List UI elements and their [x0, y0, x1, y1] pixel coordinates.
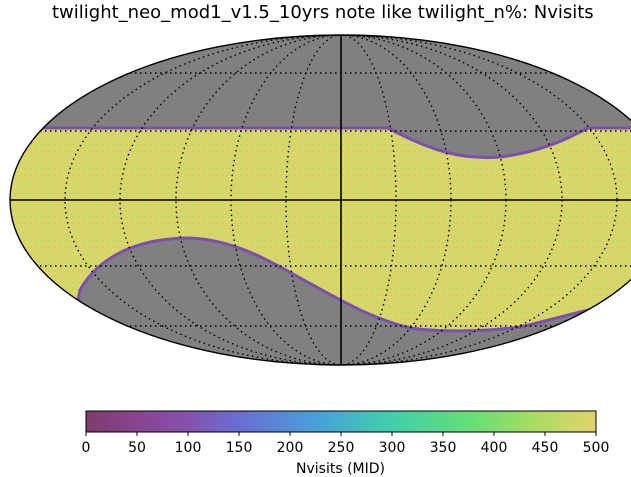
colorbar-tick-label: 150 — [226, 440, 253, 456]
observed-band — [10, 126, 631, 333]
colorbar-tick-label: 300 — [379, 440, 406, 456]
page-title: twilight_neo_mod1_v1.5_10yrs note like t… — [52, 2, 594, 23]
colorbar-tick-label: 50 — [128, 440, 146, 456]
colorbar-tick-label: 350 — [430, 440, 457, 456]
colorbar-tick-label: 250 — [328, 440, 355, 456]
colorbar-tick-label: 100 — [175, 440, 202, 456]
colorbar-tick-label: 450 — [532, 440, 559, 456]
colorbar-tick-label: 200 — [277, 440, 304, 456]
colorbar-tick-label: 500 — [583, 440, 610, 456]
colorbar-tick-label: 400 — [481, 440, 508, 456]
axes-lines — [10, 35, 631, 365]
colorbar-ticks: 0 50 100 150 200 250 300 350 400 450 500 — [82, 432, 610, 456]
map-outline — [9, 34, 631, 366]
colorbar-label: Nvisits (MID) — [296, 461, 385, 477]
colorbar — [85, 410, 597, 433]
colorbar-tick-label: 0 — [82, 440, 91, 456]
